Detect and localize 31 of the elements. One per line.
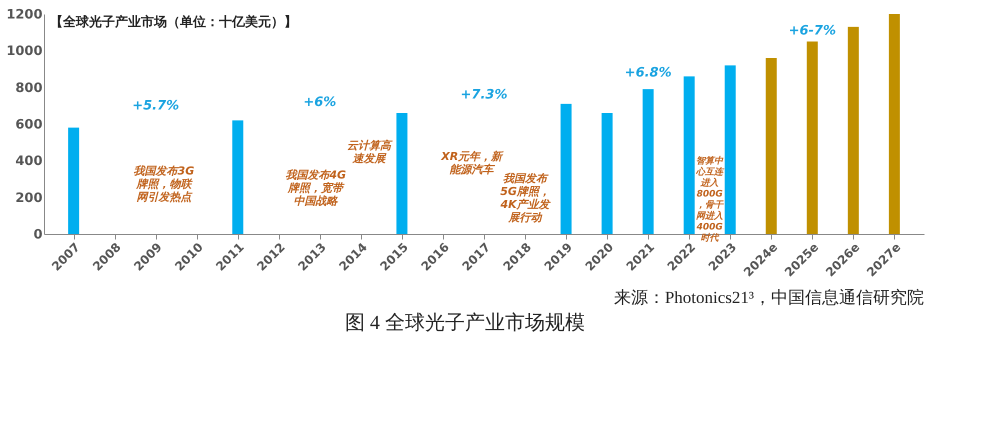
y-tick-label: 800 bbox=[15, 80, 42, 96]
y-tick-label: 0 bbox=[33, 228, 42, 242]
annotation: +7.3% bbox=[460, 88, 508, 103]
bar bbox=[602, 113, 613, 234]
annotation: +5.7% bbox=[132, 98, 180, 114]
y-tick-label: 1000 bbox=[6, 44, 42, 60]
text: 图 4 全球光子产业市场规模 bbox=[344, 312, 585, 334]
annotation: +6% bbox=[303, 95, 336, 110]
bar bbox=[724, 65, 736, 234]
y-tick-label: 600 bbox=[15, 118, 42, 132]
y-tick-label: 200 bbox=[15, 190, 42, 206]
bar bbox=[684, 76, 695, 234]
source-note: 来源：Photonics21³，中国信息通信研究院 bbox=[614, 288, 924, 307]
bar bbox=[232, 120, 244, 234]
y-tick-label: 400 bbox=[15, 154, 42, 170]
bar bbox=[642, 89, 654, 234]
annotation: +6-7% bbox=[788, 24, 836, 38]
annotation: 智算中心互连进入800G，骨干网进入400G时代 bbox=[695, 156, 726, 244]
y-tick-label: 1200 bbox=[6, 8, 42, 22]
bar bbox=[560, 104, 572, 234]
annotation: 我国发布4G牌照，宽带中国战略 bbox=[285, 168, 346, 208]
annotation: +6.8% bbox=[624, 66, 672, 81]
bar bbox=[848, 26, 859, 234]
bar bbox=[396, 113, 408, 234]
bar bbox=[806, 42, 818, 234]
annotation: 云计算高速发展 bbox=[347, 139, 394, 165]
annotation: 我国发布3G牌照，物联网引发热点 bbox=[134, 164, 194, 204]
bar bbox=[68, 128, 80, 234]
bar bbox=[766, 58, 777, 234]
bar bbox=[888, 14, 900, 234]
chart-subtitle: 【全球光子产业市场（单位：十亿美元）】 bbox=[50, 14, 297, 30]
